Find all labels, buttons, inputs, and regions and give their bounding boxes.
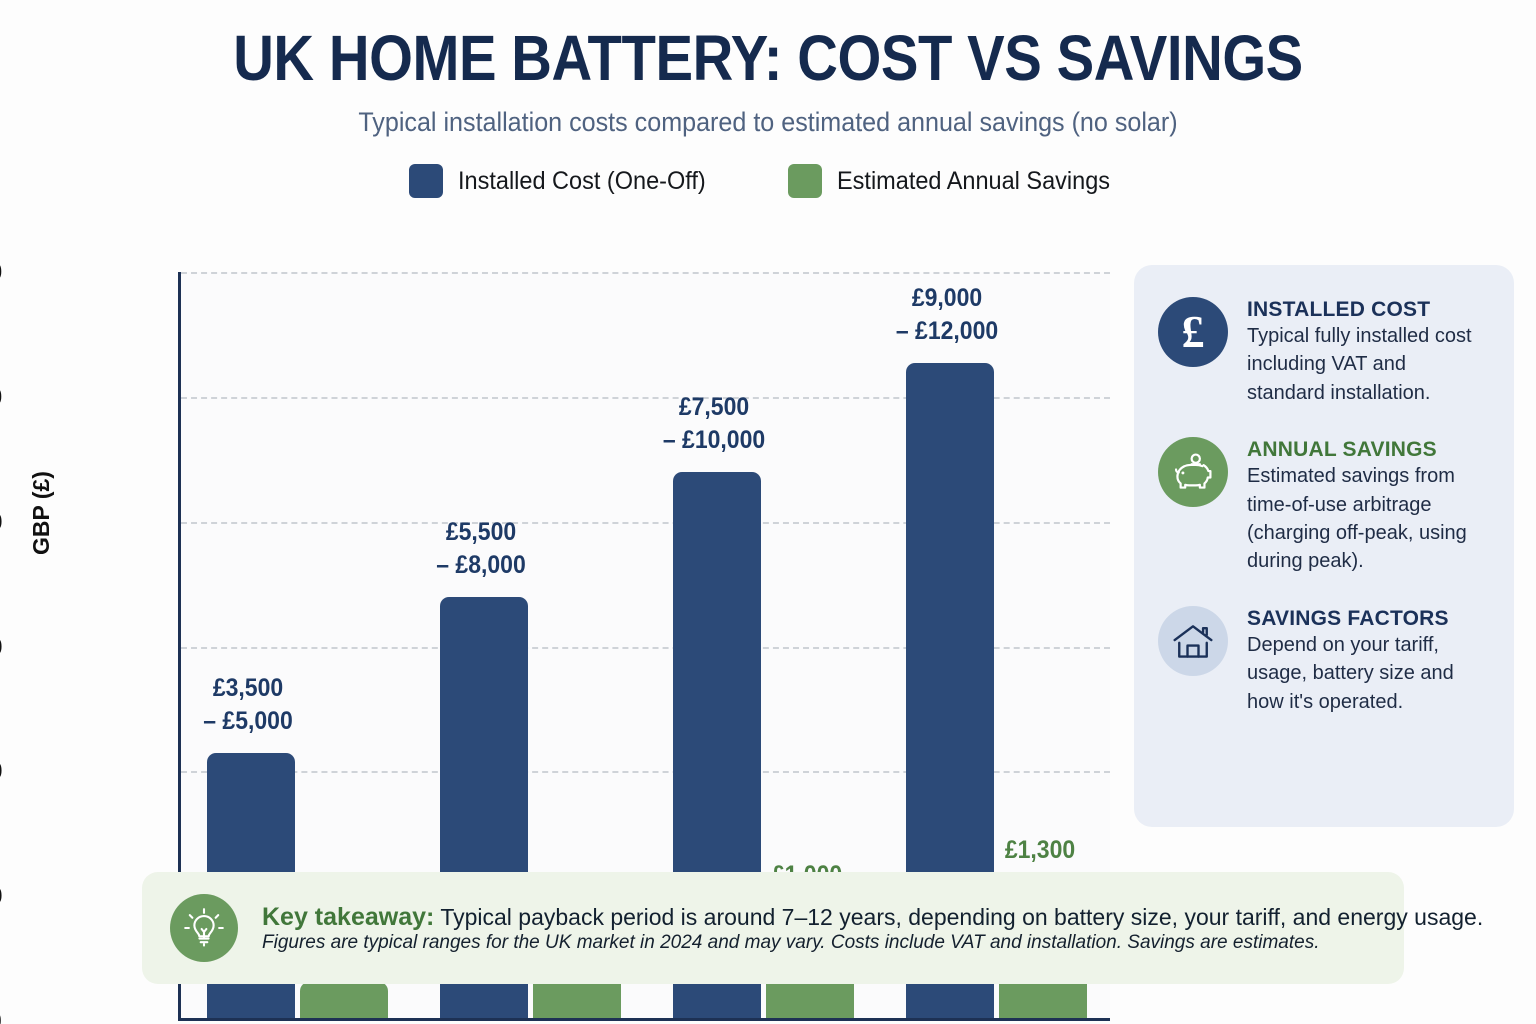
legend-label-cost: Installed Cost (One-Off) [458, 166, 706, 195]
lightbulb-glyph [184, 908, 224, 947]
key-takeaway-body: Typical payback period is around 7–12 ye… [440, 903, 1484, 930]
info-body-savings-factors: Depend on your tariff, usage, battery si… [1247, 633, 1454, 713]
y-axis-tick-label: £8,000 [0, 508, 2, 535]
key-takeaway-text: Key takeaway: Typical payback period is … [262, 902, 1484, 931]
y-axis-title: GBP (£) [28, 471, 54, 555]
piggy-bank-glyph [1174, 453, 1212, 489]
page-subtitle: Typical installation costs compared to e… [358, 107, 1178, 138]
info-item-installed-cost: £ INSTALLED COST Typical fully installed… [1158, 297, 1488, 407]
key-takeaway-footnote: Figures are typical ranges for the UK ma… [262, 931, 1320, 953]
key-takeaway-label: Key takeaway: [262, 902, 435, 931]
gridline [181, 646, 1110, 649]
bar-value-label: £7,500– £10,000 [662, 392, 766, 454]
gridline [181, 521, 1110, 524]
legend-swatch-saving-icon [787, 164, 822, 199]
gridline [181, 272, 1110, 274]
info-heading-annual-savings: ANNUAL SAVINGS [1247, 438, 1437, 462]
y-axis-tick-label: £6,000 [0, 633, 2, 660]
bar-chart: GBP (£) £0 £2,000 £4,000 £6,000 £8,000 £10,00… [0, 258, 1130, 1024]
piggy-bank-icon [1158, 437, 1228, 508]
info-heading-savings-factors: SAVINGS FACTORS [1247, 606, 1449, 630]
y-axis-tick-label: £2,000 [0, 883, 2, 910]
gridline [181, 771, 1110, 774]
key-takeaway-box: Key takeaway: Typical payback period is … [142, 872, 1483, 984]
bar-value-label: £5,500– £8,000 [436, 517, 526, 579]
legend-item-saving[interactable]: Estimated Annual Savings [787, 164, 1127, 199]
info-panel: £ INSTALLED COST Typical fully installed… [1134, 265, 1514, 827]
info-item-annual-savings: ANNUAL SAVINGS Estimated savings from ti… [1158, 437, 1488, 576]
legend-swatch-cost-icon [409, 164, 443, 199]
bar-value-label: £9,000– £12,000 [895, 283, 999, 345]
y-axis-tick-label: £12,000 [0, 259, 2, 286]
infographic-header: UK HOME BATTERY: COST VS SAVINGS Typical… [0, 0, 1536, 199]
info-item-savings-factors: SAVINGS FACTORS Depend on your tariff, u… [1158, 605, 1488, 716]
pound-sterling-glyph: £ [1181, 306, 1205, 357]
y-axis-tick-label: £4,000 [0, 758, 2, 785]
bar-saving[interactable] [300, 982, 388, 1018]
chart-legend: Installed Cost (One-Off) Estimated Annua… [0, 164, 1536, 199]
house-glyph [1173, 624, 1213, 658]
info-heading-installed-cost: INSTALLED COST [1247, 298, 1431, 321]
info-body-annual-savings: Estimated savings from time-of-use arbit… [1247, 465, 1467, 573]
info-body-installed-cost: Typical fully installed cost including V… [1247, 325, 1472, 404]
legend-label-saving: Estimated Annual Savings [836, 166, 1110, 195]
house-icon [1158, 605, 1228, 676]
y-axis-tick-label: £10,000 [0, 383, 2, 410]
lightbulb-icon [170, 894, 238, 962]
pound-sterling-icon: £ [1158, 297, 1228, 367]
page-title: UK HOME BATTERY: COST VS SAVINGS [233, 22, 1303, 94]
legend-item-cost[interactable]: Installed Cost (One-Off) [409, 164, 722, 199]
y-axis-tick-label: £0 [0, 1008, 2, 1024]
bar-value-label: £3,500– £5,000 [203, 673, 293, 735]
gridline [181, 396, 1110, 399]
